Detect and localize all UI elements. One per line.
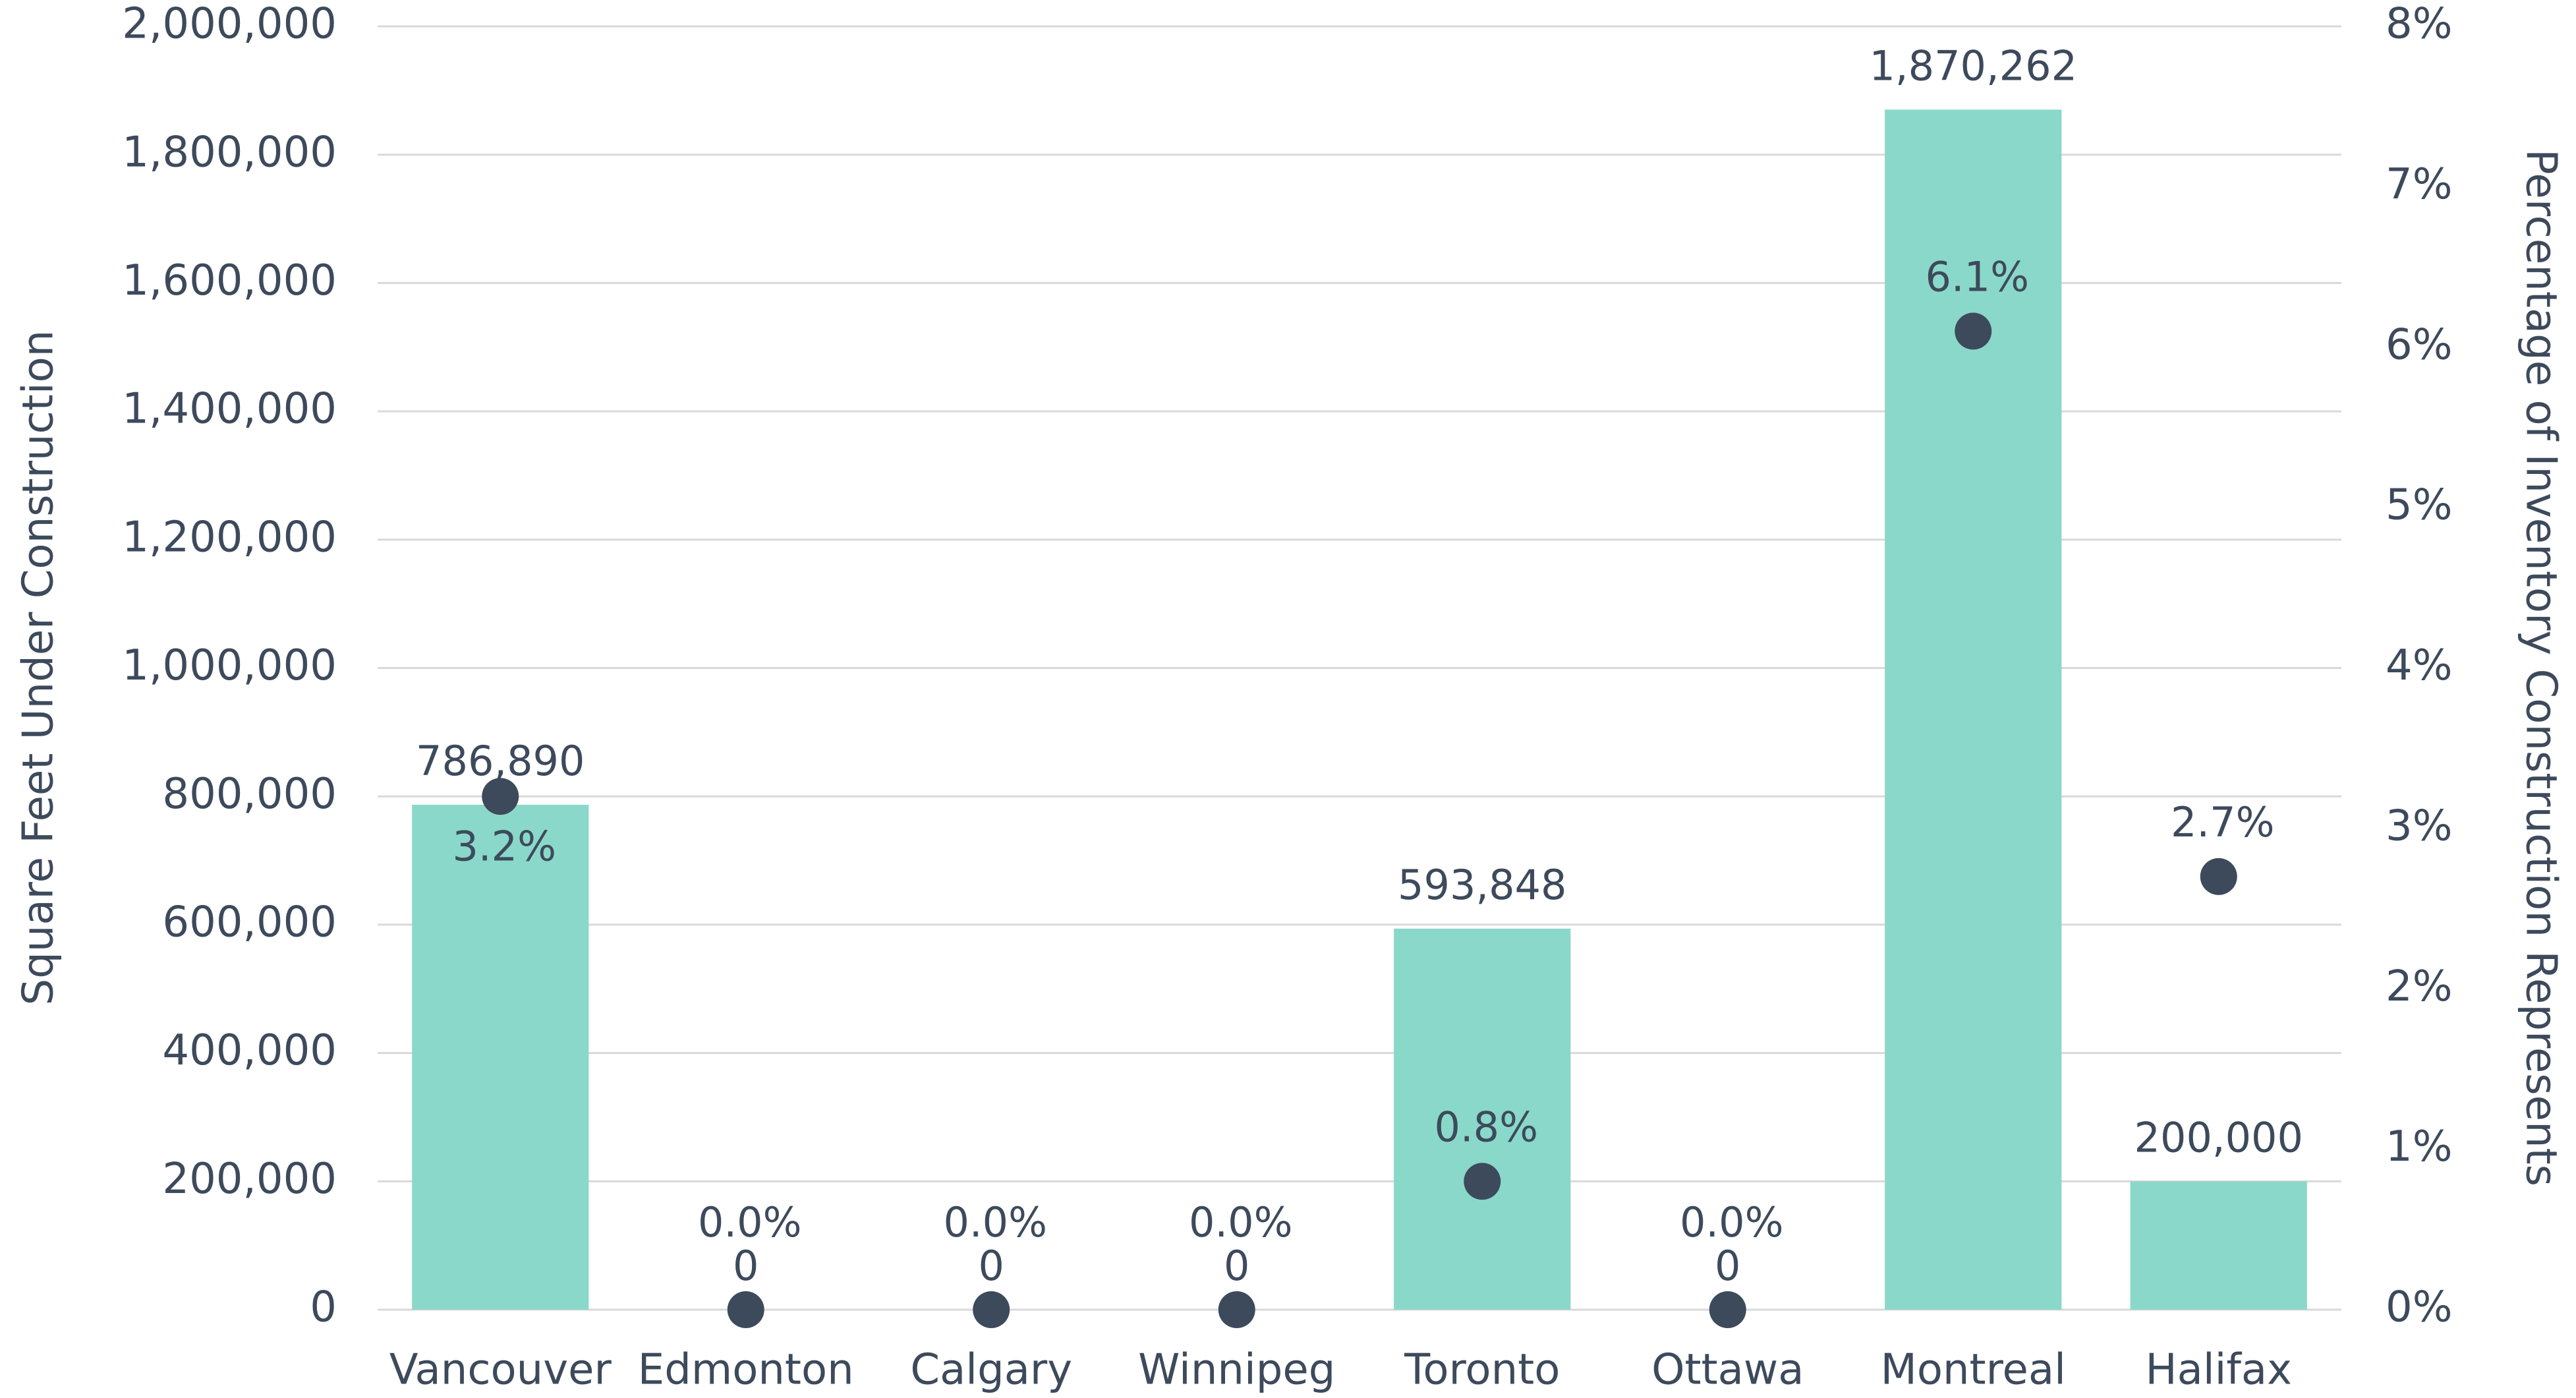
dot <box>1464 1163 1501 1200</box>
dot-value-label: 0.0% <box>943 1198 1047 1246</box>
bar <box>1394 928 1571 1310</box>
dot <box>482 778 519 815</box>
bar-value-label: 1,870,262 <box>1869 42 2077 90</box>
y-tick-label: 600,000 <box>162 898 337 947</box>
dot <box>1709 1291 1746 1328</box>
y-tick-label: 1,400,000 <box>122 385 337 434</box>
x-tick-label: Montreal <box>1881 1346 2066 1395</box>
y-tick-label: 1,600,000 <box>122 256 337 305</box>
y2-tick-label: 6% <box>2386 320 2453 369</box>
bar-value-label: 200,000 <box>2134 1113 2303 1161</box>
dot-value-label: 2.7% <box>2171 798 2275 846</box>
y-tick-label: 0 <box>310 1283 337 1332</box>
dot-value-label: 0.0% <box>1680 1198 1784 1246</box>
x-tick-label: Calgary <box>910 1346 1072 1395</box>
bar-value-label: 0 <box>1224 1242 1249 1290</box>
x-tick-label: Halifax <box>2145 1346 2292 1395</box>
bar <box>412 804 589 1310</box>
y-tick-label: 1,800,000 <box>122 128 337 177</box>
y2-axis-title: Percentage of Inventory Construction Rep… <box>2516 149 2565 1186</box>
bar-value-label: 0 <box>1715 1242 1740 1290</box>
x-tick-label: Vancouver <box>389 1346 612 1395</box>
dot <box>973 1291 1010 1328</box>
dot <box>727 1291 764 1328</box>
y-tick-label: 200,000 <box>162 1155 337 1204</box>
bar-value-label: 0 <box>733 1242 758 1290</box>
dot <box>2200 858 2237 895</box>
y-tick-label: 400,000 <box>162 1026 337 1075</box>
y2-tick-label: 1% <box>2386 1122 2453 1171</box>
bar-value-label: 786,890 <box>416 737 585 785</box>
y2-tick-label: 4% <box>2386 641 2453 690</box>
y-tick-label: 800,000 <box>162 770 337 819</box>
bar <box>2130 1181 2307 1310</box>
x-tick-label: Edmonton <box>638 1346 854 1395</box>
y-tick-label: 2,000,000 <box>122 0 337 49</box>
y-axis-title: Square Feet Under Construction <box>14 330 63 1006</box>
dot-value-label: 0.8% <box>1434 1103 1538 1151</box>
y2-tick-label: 3% <box>2386 801 2453 850</box>
dot <box>1218 1291 1255 1328</box>
y2-tick-label: 8% <box>2386 0 2453 49</box>
dot <box>1955 312 1992 350</box>
y2-tick-label: 2% <box>2386 962 2453 1011</box>
x-tick-label: Winnipeg <box>1138 1346 1335 1395</box>
dot-value-label: 3.2% <box>452 822 556 870</box>
bar-value-label: 593,848 <box>1398 861 1566 909</box>
x-tick-label: Ottawa <box>1651 1346 1804 1395</box>
y2-tick-label: 7% <box>2386 160 2453 209</box>
y-tick-label: 1,000,000 <box>122 641 337 690</box>
dot-value-label: 0.0% <box>1189 1198 1293 1246</box>
bar-value-label: 0 <box>979 1242 1004 1290</box>
y2-tick-label: 5% <box>2386 481 2453 530</box>
bar <box>1885 109 2062 1310</box>
dot-value-label: 0.0% <box>698 1198 802 1246</box>
dot-value-label: 6.1% <box>1925 253 2029 301</box>
y-tick-label: 1,200,000 <box>122 513 337 562</box>
x-tick-label: Toronto <box>1404 1346 1560 1395</box>
y2-tick-label: 0% <box>2386 1283 2453 1332</box>
